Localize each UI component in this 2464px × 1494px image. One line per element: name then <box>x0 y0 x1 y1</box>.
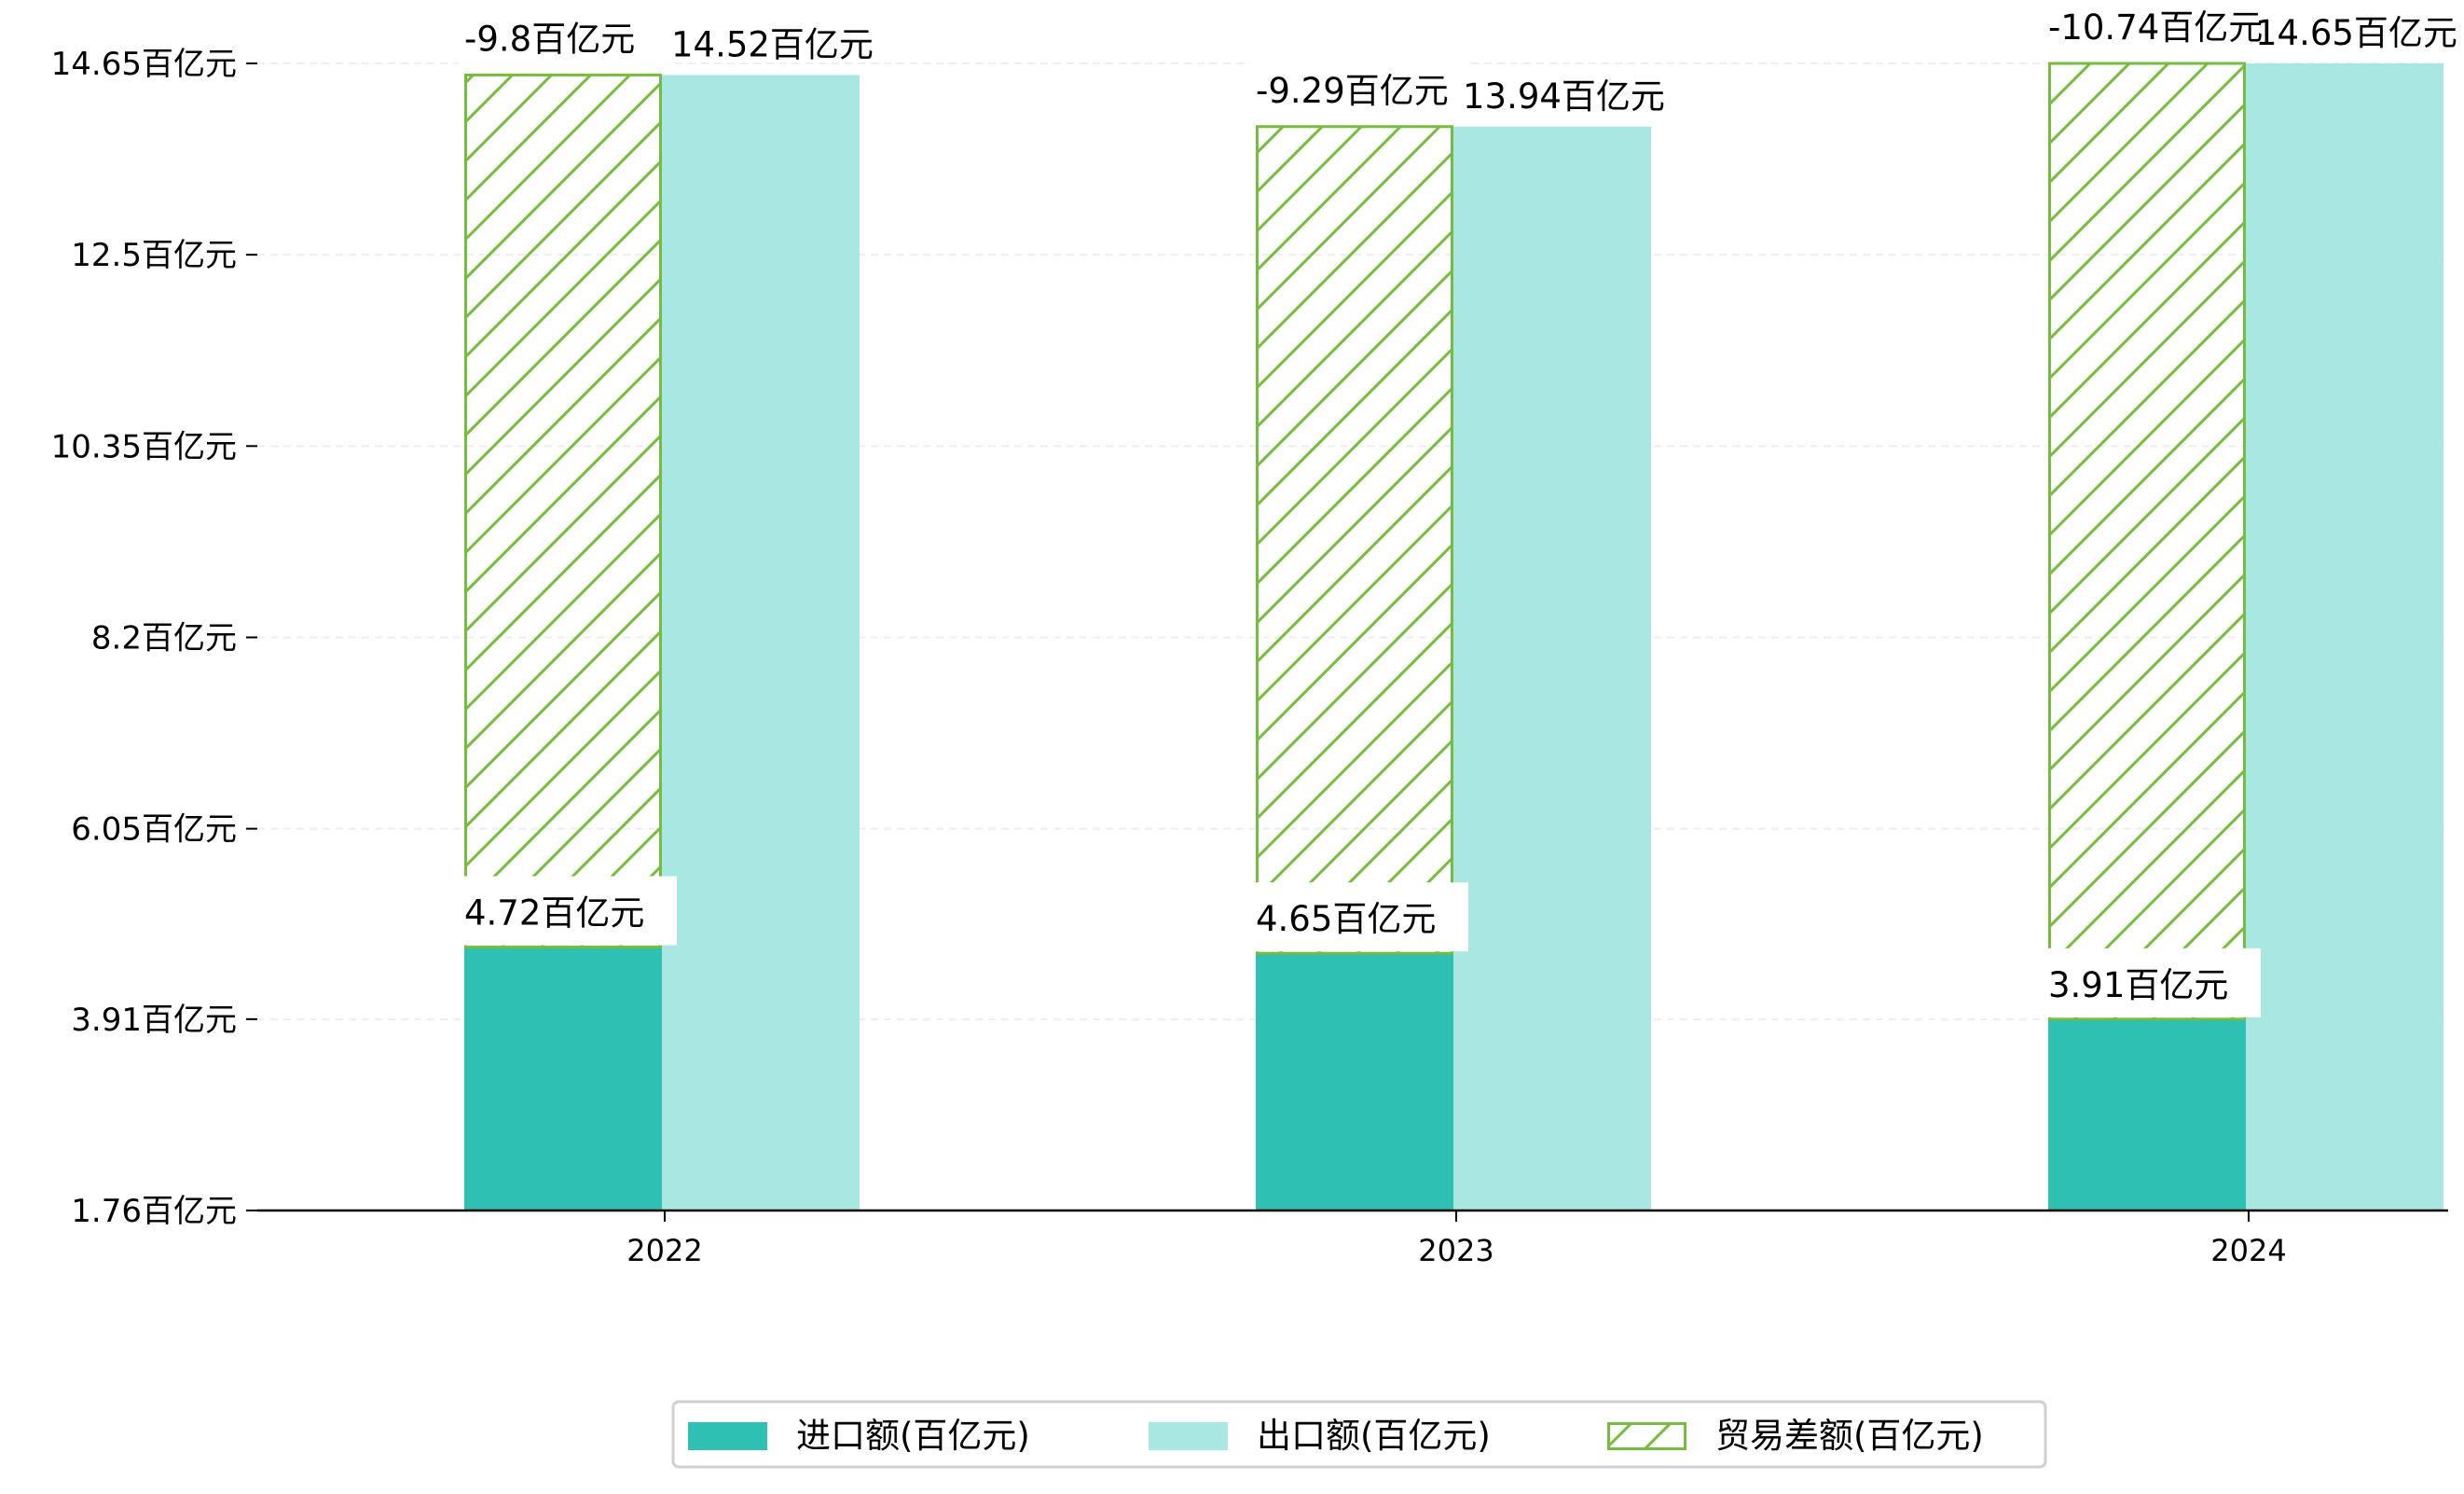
data-labels: 14.52百亿元 -9.8百亿元 4.72百亿元 13.94百亿元 -9.29百亿元 4.… <box>459 0 2457 1017</box>
label-trade-balance: -9.29百亿元 <box>1256 71 1449 111</box>
legend-swatch-export <box>1149 1422 1228 1450</box>
bar-trade-balance <box>1256 125 1453 955</box>
bar-export <box>662 75 860 1210</box>
label-box <box>1250 53 1466 123</box>
label-import: 4.65百亿元 <box>1256 899 1436 939</box>
label-export: 14.52百亿元 <box>671 24 874 64</box>
label-import: 3.91百亿元 <box>2048 965 2228 1005</box>
bars <box>464 62 2443 1210</box>
bar-import <box>2048 1018 2246 1210</box>
legend: 进口额(百亿元) 出口额(百亿元) 贸易差额(百亿元) <box>671 1400 2047 1469</box>
x-tick-label: 2023 <box>1418 1233 1494 1268</box>
y-tick-label: 1.76百亿元 <box>71 1193 237 1230</box>
x-tick-label: 2024 <box>2210 1233 2286 1268</box>
y-tick-label: 8.2百亿元 <box>91 619 237 657</box>
bar-trade-balance <box>464 73 662 949</box>
label-box <box>459 876 677 946</box>
y-tick-label: 14.65百亿元 <box>51 46 237 83</box>
bar-trade-balance <box>2048 62 2246 1021</box>
legend-swatch-trade-balance <box>1607 1422 1686 1450</box>
bar-export <box>1453 126 1651 1210</box>
y-tick-label: 3.91百亿元 <box>71 1002 237 1039</box>
label-box <box>459 2 675 72</box>
legend-box <box>671 1400 2047 1469</box>
legend-label: 贸易差额(百亿元) <box>1715 1416 1984 1456</box>
x-tick-label: 2022 <box>626 1233 702 1268</box>
label-export: 13.94百亿元 <box>1463 76 1665 117</box>
label-trade-balance: -9.8百亿元 <box>464 19 635 59</box>
y-tick-label: 12.5百亿元 <box>71 237 237 274</box>
axes: 1.76百亿元 3.91百亿元 6.05百亿元 8.2百亿元 10.35百亿元 12.5百… <box>51 46 2448 1268</box>
legend-label: 出口额(百亿元) <box>1257 1416 1491 1456</box>
bar-import <box>1256 953 1453 1210</box>
bar-import <box>464 947 662 1210</box>
label-box <box>2043 948 2261 1017</box>
label-box <box>2043 0 2259 60</box>
bar-export <box>2246 63 2443 1210</box>
legend-swatch-import <box>688 1422 767 1450</box>
legend-label: 进口额(百亿元) <box>796 1416 1030 1456</box>
label-import: 4.72百亿元 <box>464 893 644 934</box>
label-export: 14.65百亿元 <box>2255 13 2457 53</box>
label-trade-balance: -10.74百亿元 <box>2048 7 2263 48</box>
y-tick-label: 10.35百亿元 <box>51 428 237 465</box>
label-box <box>1250 882 1468 952</box>
y-tick-label: 6.05百亿元 <box>71 811 237 849</box>
